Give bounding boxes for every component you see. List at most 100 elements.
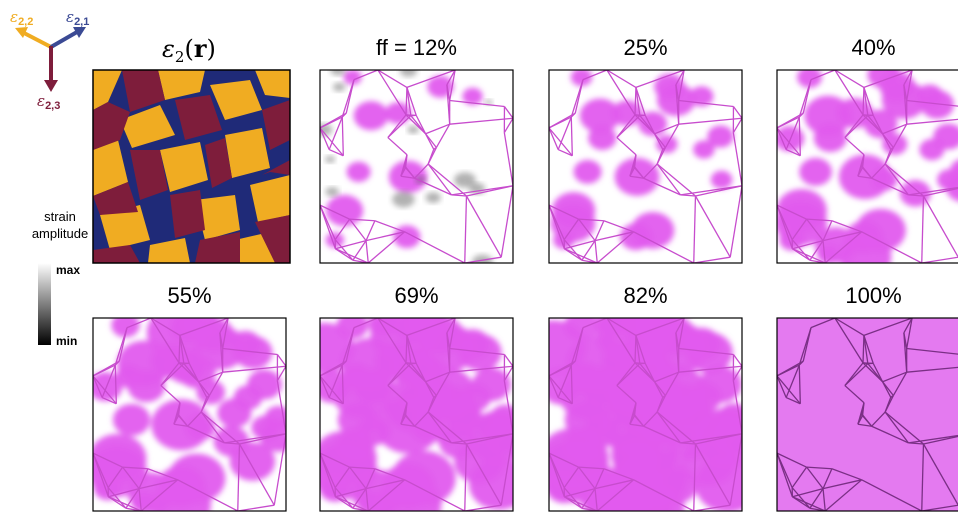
fill-blob [551,192,596,230]
network-edge [222,347,278,356]
network-edge [656,163,696,197]
network-edge [427,163,452,196]
network-edge [320,112,347,129]
network-edge [729,185,742,258]
fill-blob [462,87,483,105]
network-lines [777,318,958,511]
network-edge [732,106,742,119]
strain-patch [332,82,346,92]
network-edge [400,154,408,177]
network-edge [822,479,862,490]
network-edge [183,363,200,383]
fill-blob [127,369,166,403]
network-edge [906,118,958,125]
network-edge [884,411,909,444]
fill-blob [385,102,412,125]
panel-3: 40% [776,35,958,264]
network-edge [387,115,412,139]
network-edge [334,239,354,261]
network-edge [664,371,680,396]
fill-blob [871,168,898,191]
panel-7: 100% [776,283,958,512]
e23-arrowhead [44,80,58,92]
network-edge [427,411,467,445]
network-edge [427,163,467,197]
strain-patch [484,99,493,105]
fill-blob [352,368,395,405]
network-edge [822,231,862,242]
network-edge [427,395,437,413]
fill-blob [570,70,593,87]
network-edge [108,496,142,511]
network-edge [633,231,695,263]
network-edge [150,318,181,336]
network-edge [138,479,178,490]
colorbar-min: min [56,334,77,348]
network-edge [140,479,179,511]
network-edge [884,395,894,413]
network-edge [93,452,123,468]
network-edge [365,488,369,511]
network-edge [882,381,894,396]
fill-blob [933,123,958,150]
network-edge [449,365,513,373]
network-edge [400,423,415,427]
panel-frame [548,317,743,512]
network-edge [365,240,369,263]
network-edge [806,466,832,470]
network-edge [871,425,909,444]
network-edge [557,364,572,398]
network-edge [863,318,913,337]
network-edge [603,220,634,233]
panel-2: 25% [548,35,743,264]
network-edge [892,123,908,148]
network-edge [365,468,376,489]
network-edge [177,413,189,427]
network-edge [341,117,344,156]
network-edge [328,396,344,405]
network-edge [425,123,450,135]
network-edge [777,204,793,249]
network-edge [549,127,573,157]
network-edge [578,218,604,222]
network-edge [777,127,787,150]
network-edge [863,70,913,89]
network-edge [173,423,188,427]
network-edge [200,395,210,413]
network-edge [446,70,456,86]
fill-blob [112,403,151,436]
strain-patch [399,70,418,77]
network-edge [404,413,416,427]
maroon-domains [93,70,290,263]
network-edge [871,177,909,196]
strain-patch [330,70,346,76]
network-edge [425,133,437,148]
orange-domains [93,70,290,263]
network-edge [564,488,596,498]
network-edge [114,365,117,404]
network-edge [414,425,452,444]
network-edge [549,204,579,220]
network-edge [188,363,200,383]
network-edge [594,488,598,511]
network-edge [857,154,865,177]
network-edge [449,70,456,101]
network-edge [563,239,583,261]
panel-frame [319,69,514,264]
network-edge [882,133,894,148]
network-edge [633,479,695,511]
network-edge [334,218,351,240]
network-edge [693,443,697,511]
network-edge [425,381,437,396]
network-edge [377,318,407,364]
network-edge [922,443,958,506]
network-edge [616,385,637,404]
network-edge [273,433,286,506]
fill-blob [680,437,737,486]
network-edge [834,318,864,364]
network-edge [644,363,656,383]
fill-blob [356,416,391,446]
strain-patch [454,172,476,188]
colorbar-gradient [38,263,51,345]
